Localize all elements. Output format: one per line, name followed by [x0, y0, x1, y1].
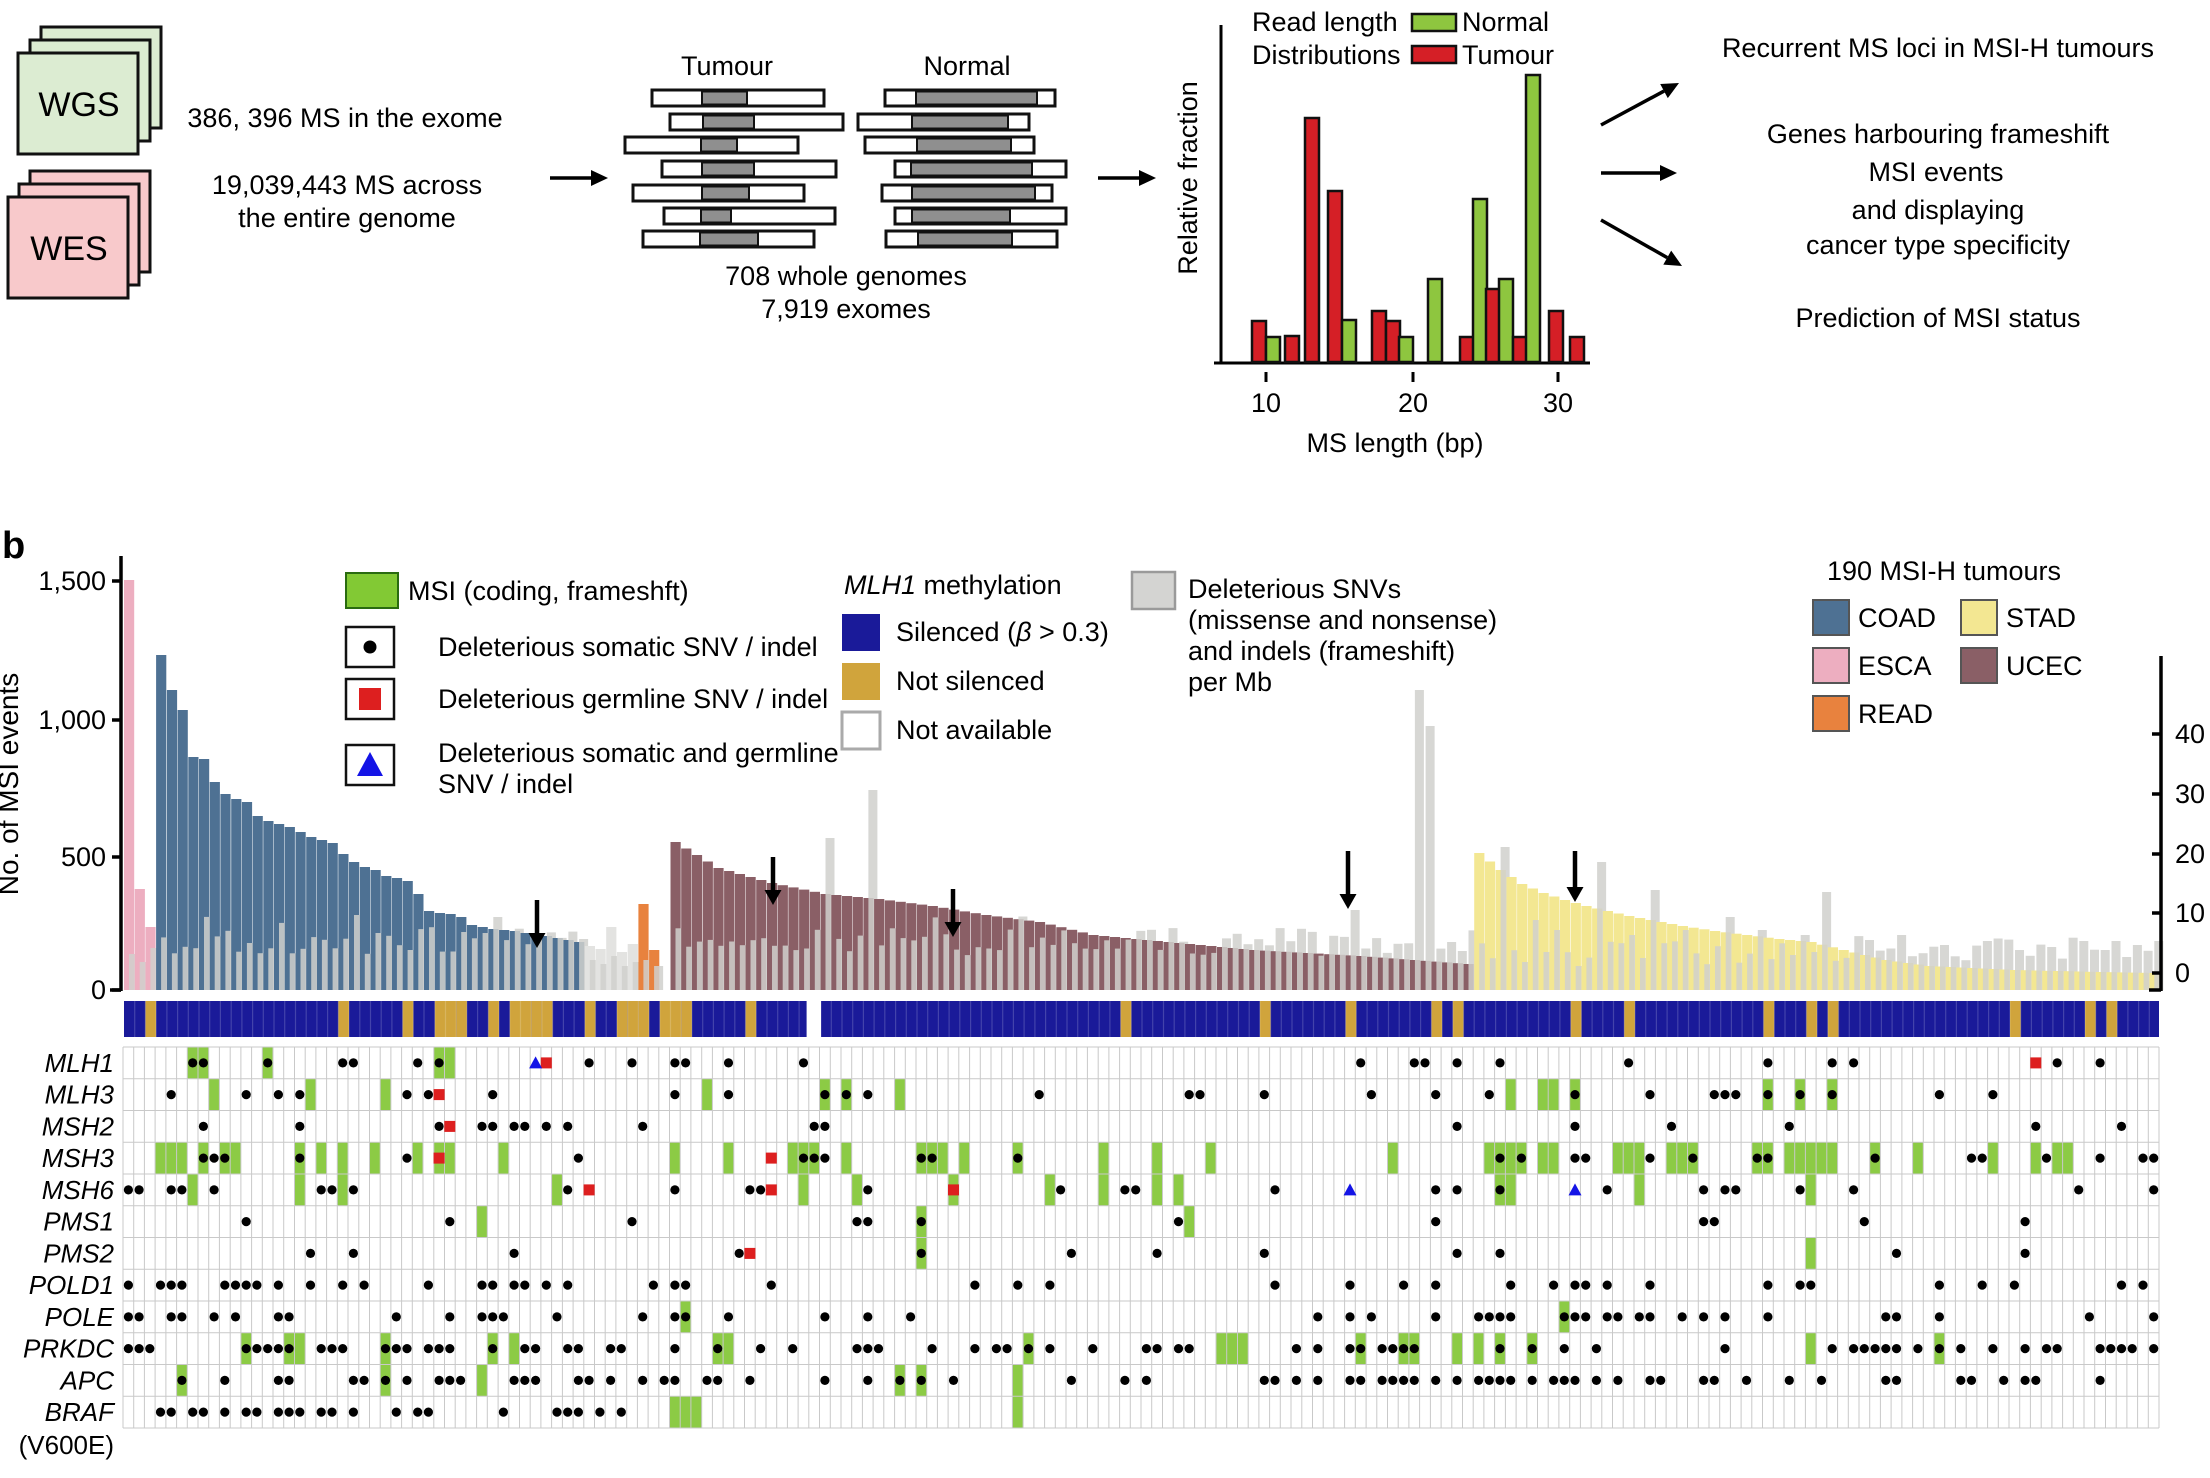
svg-text:MSH6: MSH6: [42, 1175, 115, 1205]
svg-text:0: 0: [2175, 958, 2190, 988]
svg-text:SNV / indel: SNV / indel: [438, 769, 573, 799]
svg-text:b: b: [2, 525, 25, 567]
svg-text:Normal: Normal: [1462, 7, 1549, 37]
svg-text:1,500: 1,500: [38, 566, 106, 596]
svg-text:MLH1 methylation: MLH1 methylation: [844, 570, 1062, 600]
svg-text:500: 500: [61, 842, 106, 872]
svg-text:PMS1: PMS1: [43, 1207, 114, 1237]
svg-text:POLE: POLE: [45, 1302, 115, 1332]
svg-text:PMS2: PMS2: [43, 1238, 114, 1268]
svg-text:386, 396 MS in the exome: 386, 396 MS in the exome: [187, 103, 502, 133]
svg-text:cancer type specificity: cancer type specificity: [1806, 230, 2071, 260]
svg-text:30: 30: [1543, 388, 1573, 418]
svg-text:PRKDC: PRKDC: [23, 1334, 114, 1364]
svg-text:MSI events: MSI events: [1868, 157, 2003, 187]
svg-text:30: 30: [2175, 779, 2205, 809]
svg-text:UCEC: UCEC: [2006, 651, 2083, 681]
svg-text:Recurrent MS loci in MSI-H tum: Recurrent MS loci in MSI-H tumours: [1722, 33, 2154, 63]
svg-text:7,919 exomes: 7,919 exomes: [761, 294, 931, 324]
svg-text:Relative fraction: Relative fraction: [1173, 81, 1203, 275]
svg-text:MSH2: MSH2: [42, 1111, 115, 1141]
svg-text:Tumour: Tumour: [681, 51, 773, 81]
svg-text:1,000: 1,000: [38, 705, 106, 735]
svg-text:MSI (coding, frameshft): MSI (coding, frameshft): [408, 576, 689, 606]
svg-text:the entire genome: the entire genome: [238, 203, 456, 233]
svg-text:No. of MSI events: No. of MSI events: [0, 673, 24, 896]
svg-text:and indels (frameshift): and indels (frameshift): [1188, 636, 1455, 666]
svg-text:per Mb: per Mb: [1188, 667, 1272, 697]
svg-text:19,039,443 MS across: 19,039,443 MS across: [212, 170, 482, 200]
svg-text:Deleterious somatic and germli: Deleterious somatic and germline: [438, 738, 839, 768]
svg-text:10: 10: [2175, 898, 2205, 928]
svg-text:Deleterious somatic SNV / inde: Deleterious somatic SNV / indel: [438, 632, 818, 662]
svg-text:20: 20: [1398, 388, 1428, 418]
svg-text:APC: APC: [59, 1365, 115, 1395]
svg-text:190 MSI-H tumours: 190 MSI-H tumours: [1827, 556, 2061, 586]
svg-text:POLD1: POLD1: [29, 1270, 114, 1300]
svg-text:708 whole genomes: 708 whole genomes: [725, 261, 967, 291]
svg-text:COAD: COAD: [1858, 603, 1936, 633]
svg-text:BRAF: BRAF: [45, 1397, 116, 1427]
svg-text:Prediction of MSI status: Prediction of MSI status: [1795, 303, 2080, 333]
svg-text:Deleterious SNVs: Deleterious SNVs: [1188, 574, 1401, 604]
svg-text:Genes harbouring frameshift: Genes harbouring frameshift: [1767, 119, 2110, 149]
svg-text:40: 40: [2175, 719, 2205, 749]
svg-text:Tumour: Tumour: [1462, 40, 1554, 70]
svg-text:(missense and nonsense): (missense and nonsense): [1188, 605, 1497, 635]
svg-text:0: 0: [91, 975, 106, 1005]
svg-text:and displaying: and displaying: [1852, 195, 2025, 225]
svg-text:WGS: WGS: [38, 86, 119, 124]
svg-text:20: 20: [2175, 839, 2205, 869]
svg-text:MLH1: MLH1: [45, 1048, 114, 1078]
svg-text:Distributions: Distributions: [1252, 40, 1401, 70]
svg-text:MLH3: MLH3: [45, 1080, 115, 1110]
svg-text:Not silenced: Not silenced: [896, 666, 1045, 696]
svg-text:ESCA: ESCA: [1858, 651, 1932, 681]
svg-text:READ: READ: [1858, 699, 1933, 729]
svg-text:(V600E): (V600E): [19, 1430, 114, 1460]
svg-text:Not available: Not available: [896, 715, 1052, 745]
svg-text:WES: WES: [30, 230, 107, 268]
svg-text:10: 10: [1251, 388, 1281, 418]
svg-text:STAD: STAD: [2006, 603, 2076, 633]
svg-text:MSH3: MSH3: [42, 1143, 115, 1173]
svg-text:Read length: Read length: [1252, 7, 1398, 37]
svg-text:Silenced (β > 0.3): Silenced (β > 0.3): [896, 617, 1109, 647]
svg-text:Deleterious germline SNV / ind: Deleterious germline SNV / indel: [438, 684, 828, 714]
svg-text:Normal: Normal: [923, 51, 1010, 81]
svg-text:MS length (bp): MS length (bp): [1306, 428, 1483, 458]
